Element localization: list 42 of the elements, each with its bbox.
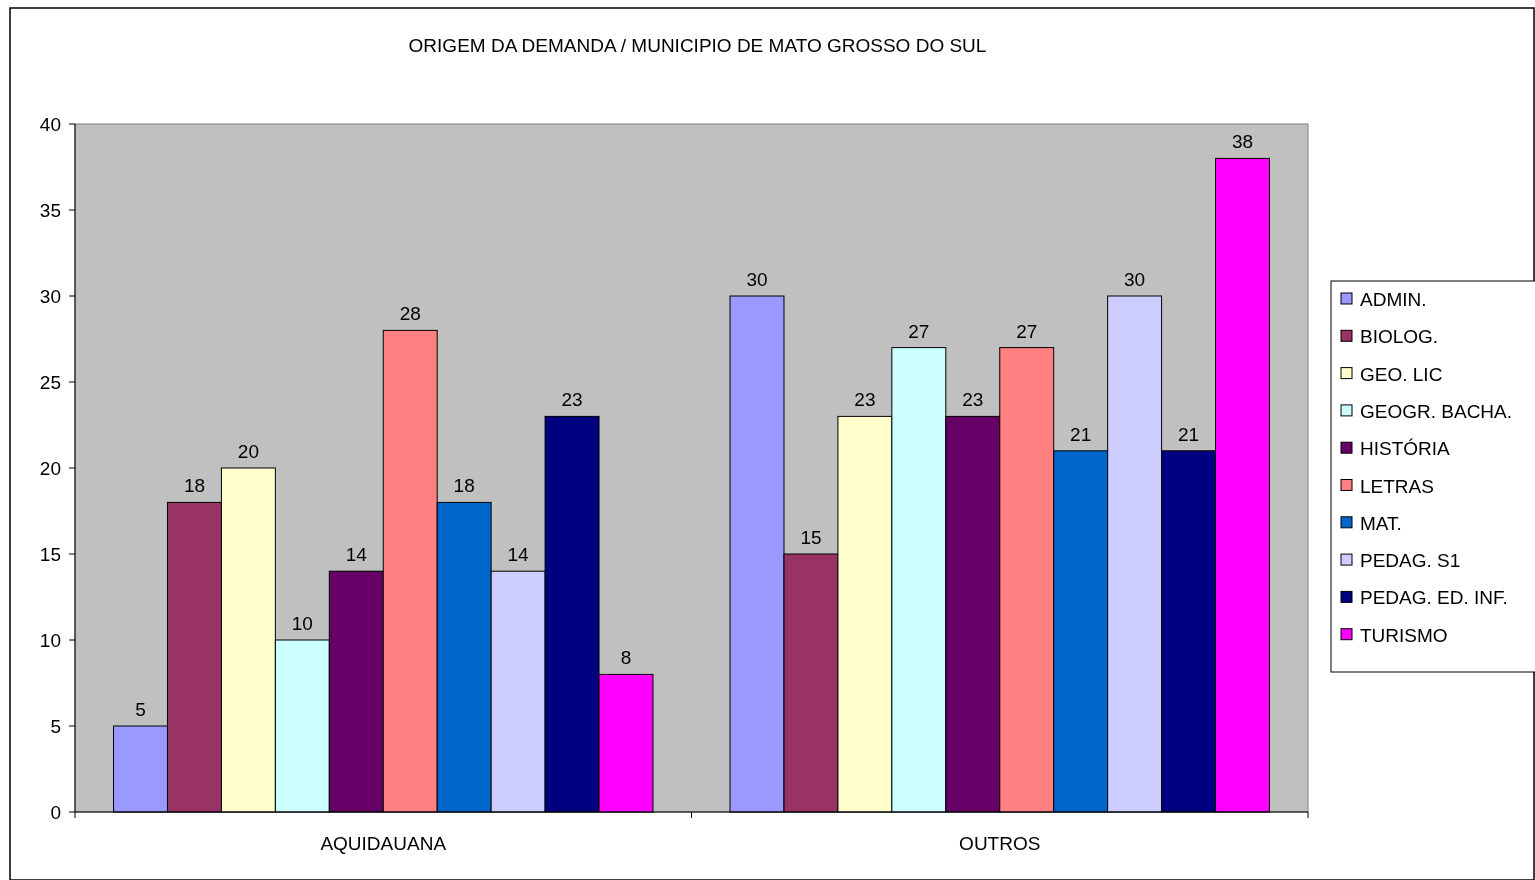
legend-label: MAT. — [1360, 512, 1402, 534]
legend-label: GEOGR. BACHA. — [1360, 400, 1513, 422]
data-label: 27 — [1016, 320, 1038, 342]
data-label: 28 — [399, 303, 421, 325]
data-label: 5 — [135, 699, 146, 720]
legend-label: TURISMO — [1360, 624, 1448, 646]
legend-label: PEDAG. S1 — [1360, 550, 1461, 572]
data-label: 10 — [291, 613, 313, 634]
y-tick-label: 35 — [39, 200, 61, 221]
legend-label: LETRAS — [1360, 475, 1434, 497]
y-tick-label: 15 — [39, 544, 61, 565]
y-tick-label: 25 — [39, 372, 61, 393]
data-label: 21 — [1070, 423, 1092, 445]
data-label: 18 — [183, 475, 206, 497]
x-tick-label: AQUIDAUANA — [320, 833, 447, 854]
y-tick-label: 20 — [39, 458, 61, 479]
y-tick-label: 10 — [39, 630, 61, 651]
data-label: 14 — [345, 544, 368, 566]
y-tick-label: 30 — [39, 286, 61, 307]
legend-label: HISTÓRIA — [1360, 438, 1451, 460]
data-label: 15 — [800, 527, 822, 548]
data-label: 8 — [620, 647, 632, 669]
data-label: 27 — [908, 320, 930, 342]
y-tick-label: 0 — [50, 802, 61, 823]
data-label: 30 — [1124, 269, 1146, 290]
data-label: 23 — [854, 389, 876, 411]
legend-label: GEO. LIC — [1360, 363, 1443, 385]
data-label: 20 — [237, 441, 259, 462]
chart-title: ORIGEM DA DEMANDA / MUNICIPIO DE MATO GROSSO DO SUL — [408, 35, 987, 56]
data-label: 23 — [561, 389, 583, 411]
y-tick-label: 5 — [50, 716, 61, 737]
data-label: 38 — [1231, 131, 1254, 153]
legend-label: PEDAG. ED. INF. — [1360, 587, 1508, 609]
data-label: 30 — [746, 269, 768, 290]
data-label: 21 — [1177, 423, 1200, 445]
x-tick-label: OUTROS — [959, 833, 1041, 854]
data-label: 14 — [507, 544, 530, 566]
data-label: 18 — [453, 475, 475, 497]
y-tick-label: 40 — [39, 114, 61, 135]
legend-label: BIOLOG. — [1360, 326, 1439, 348]
data-label: 23 — [962, 389, 984, 411]
legend-label: ADMIN. — [1360, 289, 1427, 310]
